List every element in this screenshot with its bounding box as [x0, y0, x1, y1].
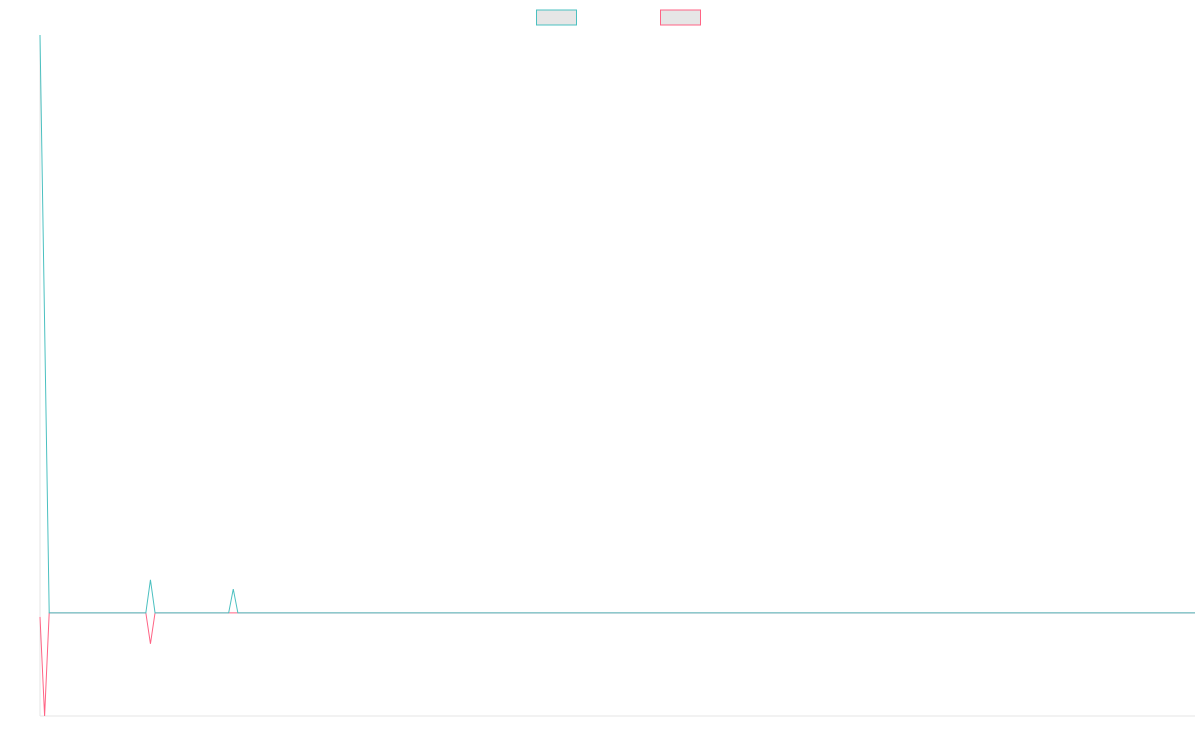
line-series: [39, 34, 1195, 614]
legend-swatch: [536, 9, 577, 26]
line-series: [39, 612, 1195, 717]
legend-swatch: [660, 9, 701, 26]
